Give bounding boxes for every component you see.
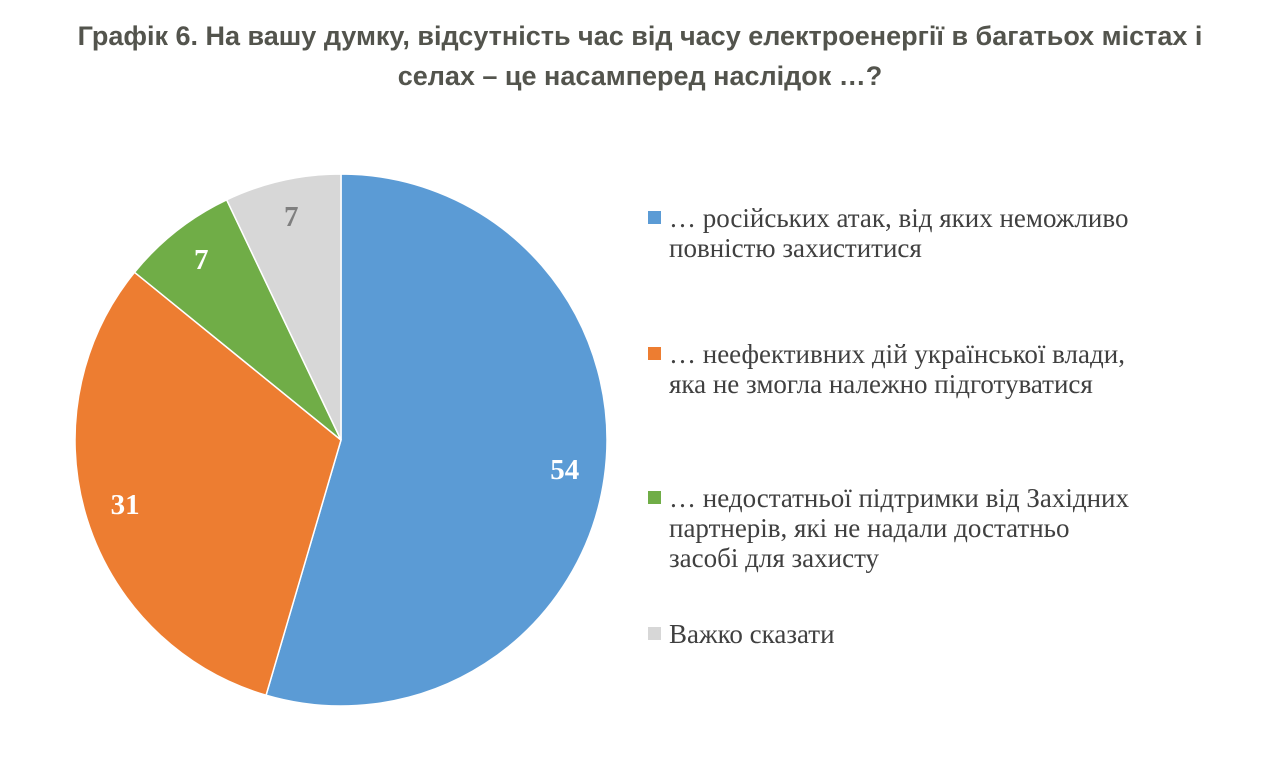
legend-item-label-line: … неефективних дій української влади, bbox=[669, 339, 1125, 369]
chart-legend: … російських атак, від яких неможливо по… bbox=[648, 0, 1208, 770]
legend-marker-square-icon bbox=[648, 491, 661, 504]
legend-item-label-line: засобі для захисту bbox=[669, 543, 880, 573]
pie-slice bbox=[265, 173, 608, 707]
legend-item-label-line: повністю захиститися bbox=[669, 233, 922, 263]
legend-item-label: Важко сказати bbox=[669, 619, 835, 649]
legend-item: Важко сказати bbox=[648, 619, 835, 649]
legend-item-label-line: яка не змогла належно підготуватися bbox=[669, 369, 1093, 399]
legend-item: … недостатньої підтримки від Західних па… bbox=[648, 483, 1129, 573]
legend-item-label-line: Важко сказати bbox=[669, 619, 835, 649]
pie-slice-value-label: 54 bbox=[550, 454, 579, 486]
legend-item-label-line: партнерів, які не надали достатньо bbox=[669, 513, 1070, 543]
legend-item-label-line: … недостатньої підтримки від Західних bbox=[669, 483, 1130, 513]
chart-title-line-1: Графік 6. На вашу думку, відсутність час… bbox=[77, 21, 1203, 51]
pie-chart-svg: 54 31 7 7 bbox=[74, 173, 608, 707]
legend-item-label: … неефективних дій української влади, як… bbox=[669, 339, 1125, 399]
legend-marker-square-icon bbox=[648, 211, 661, 224]
legend-marker-square-icon bbox=[648, 627, 661, 640]
pie-slice bbox=[225, 173, 342, 441]
chart-title: Графік 6. На вашу думку, відсутність час… bbox=[40, 16, 1240, 96]
chart-title-line-2: селах – це насамперед наслідок …? bbox=[397, 61, 883, 91]
legend-item-label: … недостатньої підтримки від Західних па… bbox=[669, 483, 1129, 573]
legend-item: … російських атак, від яких неможливо по… bbox=[648, 203, 1128, 263]
pie-slice bbox=[74, 271, 342, 697]
legend-item-label-line: … російських атак, від яких неможливо bbox=[669, 203, 1129, 233]
legend-item: … неефективних дій української влади, як… bbox=[648, 339, 1125, 399]
legend-item-label: … російських атак, від яких неможливо по… bbox=[669, 203, 1128, 263]
pie-slice bbox=[133, 198, 342, 441]
pie-slice-value-label: 7 bbox=[284, 201, 299, 233]
pie-slice-value-label: 7 bbox=[194, 244, 209, 276]
pie-chart: 54 31 7 7 bbox=[61, 160, 621, 720]
pie-slice-value-label: 31 bbox=[111, 489, 140, 521]
legend-marker-square-icon bbox=[648, 347, 661, 360]
